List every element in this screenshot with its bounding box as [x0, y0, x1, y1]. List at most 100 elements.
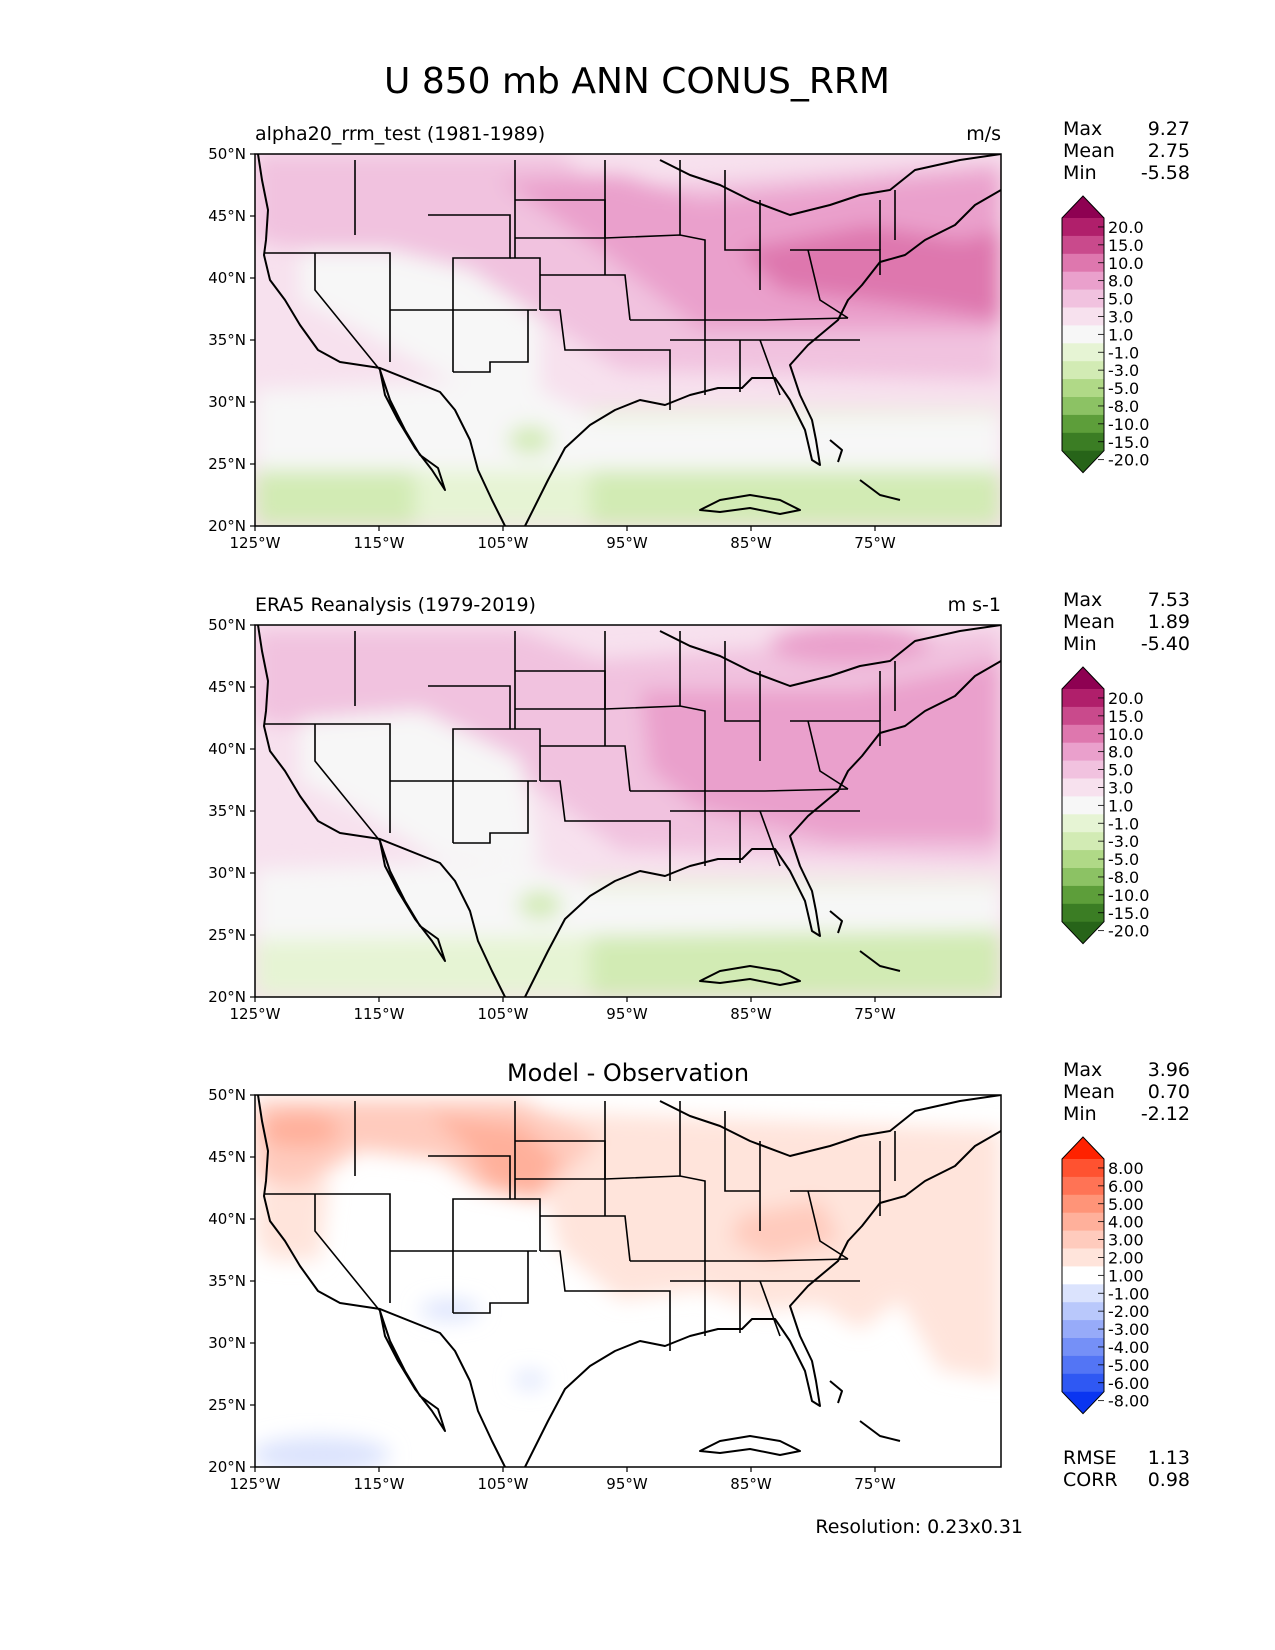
colorbar-bin — [1062, 432, 1104, 452]
stat-label: Max — [1063, 1059, 1102, 1081]
metric-value: 1.13 — [1148, 1447, 1190, 1469]
lon-tick-label: 105°W — [478, 1475, 529, 1493]
panel-left-title: alpha20_rrm_test (1981-1989) — [255, 123, 545, 145]
lat-tick-label: 25°N — [208, 926, 246, 944]
lon-axis: 125°W 115°W 105°W 95°W 85°W 75°W — [230, 1467, 896, 1493]
colorbar-bin — [1062, 253, 1104, 273]
colorbar-outline — [1061, 666, 1105, 945]
colorbar-outline — [1061, 1136, 1105, 1415]
colorbar-extension-bottom — [1062, 450, 1104, 473]
colorbar-bin — [1062, 706, 1104, 726]
colorbar-bin — [1062, 832, 1104, 851]
colorbar-bin — [1062, 724, 1104, 744]
colorbar-label: -3.00 — [1108, 1320, 1149, 1339]
colorbar-label: 5.0 — [1108, 761, 1133, 780]
colorbar-bin — [1062, 1320, 1104, 1339]
colorbar-label: 15.0 — [1108, 707, 1144, 726]
stat-label: Mean — [1063, 611, 1115, 633]
lat-tick-label: 35°N — [208, 802, 246, 820]
panel-difference: Model - Observation — [208, 1059, 1190, 1493]
colorbar-label: -3.0 — [1108, 361, 1139, 380]
lon-tick-label: 95°W — [606, 1005, 648, 1023]
lon-axis: 125°W 115°W 105°W 95°W 85°W 75°W — [230, 526, 896, 552]
map-field-difference — [255, 1095, 1001, 1467]
metrics-block: RMSE 1.13 CORR 0.98 — [1063, 1447, 1190, 1491]
colorbar-bin — [1062, 868, 1104, 887]
lat-tick-label: 30°N — [208, 1334, 246, 1352]
stat-value: 0.70 — [1148, 1081, 1190, 1103]
colorbar-bin — [1062, 850, 1104, 869]
colorbar-extension-top — [1062, 667, 1104, 689]
colorbar-bin — [1062, 289, 1104, 309]
colorbar-label: -5.00 — [1108, 1356, 1149, 1375]
colorbar-label: 4.00 — [1108, 1213, 1144, 1232]
lat-tick-label: 20°N — [208, 1458, 246, 1476]
colorbar-label: -5.0 — [1108, 379, 1139, 398]
lon-tick-label: 115°W — [354, 1005, 405, 1023]
lon-tick-label: 125°W — [230, 534, 281, 552]
lat-tick-label: 40°N — [208, 269, 246, 287]
map-field-test — [255, 154, 1001, 526]
colorbar-label: 20.0 — [1108, 689, 1144, 708]
panel-left-title: ERA5 Reanalysis (1979-2019) — [255, 594, 536, 616]
colorbar-label: 8.0 — [1108, 743, 1133, 762]
lon-tick-label: 95°W — [606, 534, 648, 552]
colorbar-bin — [1062, 814, 1104, 833]
lon-tick-label: 125°W — [230, 1475, 281, 1493]
metric-label: RMSE — [1063, 1447, 1117, 1469]
colorbar-label: 5.00 — [1108, 1195, 1144, 1214]
colorbar-label: 5.0 — [1108, 290, 1133, 309]
colorbar-label: 2.00 — [1108, 1248, 1144, 1267]
colorbar-bin — [1062, 1159, 1104, 1178]
map-field-reference — [255, 625, 1001, 997]
stat-value: -5.58 — [1141, 162, 1190, 184]
colorbar-bin — [1062, 1230, 1104, 1250]
lat-tick-label: 45°N — [208, 678, 246, 696]
colorbar-bin — [1062, 325, 1104, 344]
colorbar: 8.006.005.004.003.002.001.00-1.00-2.00-3… — [1061, 1136, 1149, 1415]
metric-value: 0.98 — [1148, 1469, 1190, 1491]
colorbar-label: 3.00 — [1108, 1231, 1144, 1250]
colorbar-bin — [1062, 379, 1104, 398]
lat-tick-label: 40°N — [208, 740, 246, 758]
stat-label: Min — [1063, 162, 1097, 184]
colorbar-bin — [1062, 778, 1104, 797]
colorbar-label: -5.0 — [1108, 850, 1139, 869]
colorbar-extension-bottom — [1062, 921, 1104, 944]
colorbar-label: 1.0 — [1108, 796, 1133, 815]
lat-axis: 50°N 45°N 40°N 35°N 30°N 25°N 20°N — [208, 145, 255, 535]
colorbar-label: -20.0 — [1108, 451, 1149, 470]
lat-tick-label: 25°N — [208, 455, 246, 473]
lon-tick-label: 85°W — [730, 534, 772, 552]
colorbar-bin — [1062, 397, 1104, 416]
stat-value: 2.75 — [1148, 140, 1190, 162]
colorbar-bin — [1062, 1248, 1104, 1267]
lon-tick-label: 125°W — [230, 1005, 281, 1023]
stat-value: -2.12 — [1141, 1103, 1190, 1125]
land-outline — [257, 625, 1001, 997]
colorbar-label: -8.0 — [1108, 397, 1139, 416]
stats-block: Max 7.53 Mean 1.89 Min -5.40 — [1063, 589, 1190, 655]
lat-tick-label: 45°N — [208, 1148, 246, 1166]
lat-tick-label: 50°N — [208, 1086, 246, 1104]
lat-tick-label: 50°N — [208, 616, 246, 634]
stat-label: Max — [1063, 589, 1102, 611]
stat-value: 1.89 — [1148, 611, 1190, 633]
lon-tick-label: 115°W — [354, 534, 405, 552]
stat-value: 7.53 — [1148, 589, 1190, 611]
stat-label: Mean — [1063, 140, 1115, 162]
colorbar-outline — [1061, 195, 1105, 474]
colorbar-bin — [1062, 796, 1104, 815]
colorbar-bin — [1062, 903, 1104, 923]
lon-tick-label: 95°W — [606, 1475, 648, 1493]
colorbar-extension-bottom — [1062, 1391, 1104, 1414]
state-borders — [265, 631, 896, 881]
colorbar-bin — [1062, 414, 1104, 434]
colorbar-label: -4.00 — [1108, 1338, 1149, 1357]
lon-axis: 125°W 115°W 105°W 95°W 85°W 75°W — [230, 997, 896, 1023]
colorbar-label: -3.0 — [1108, 832, 1139, 851]
colorbar-bin — [1062, 1176, 1104, 1196]
colorbar-label: -20.0 — [1108, 922, 1149, 941]
colorbar-bin — [1062, 218, 1104, 237]
